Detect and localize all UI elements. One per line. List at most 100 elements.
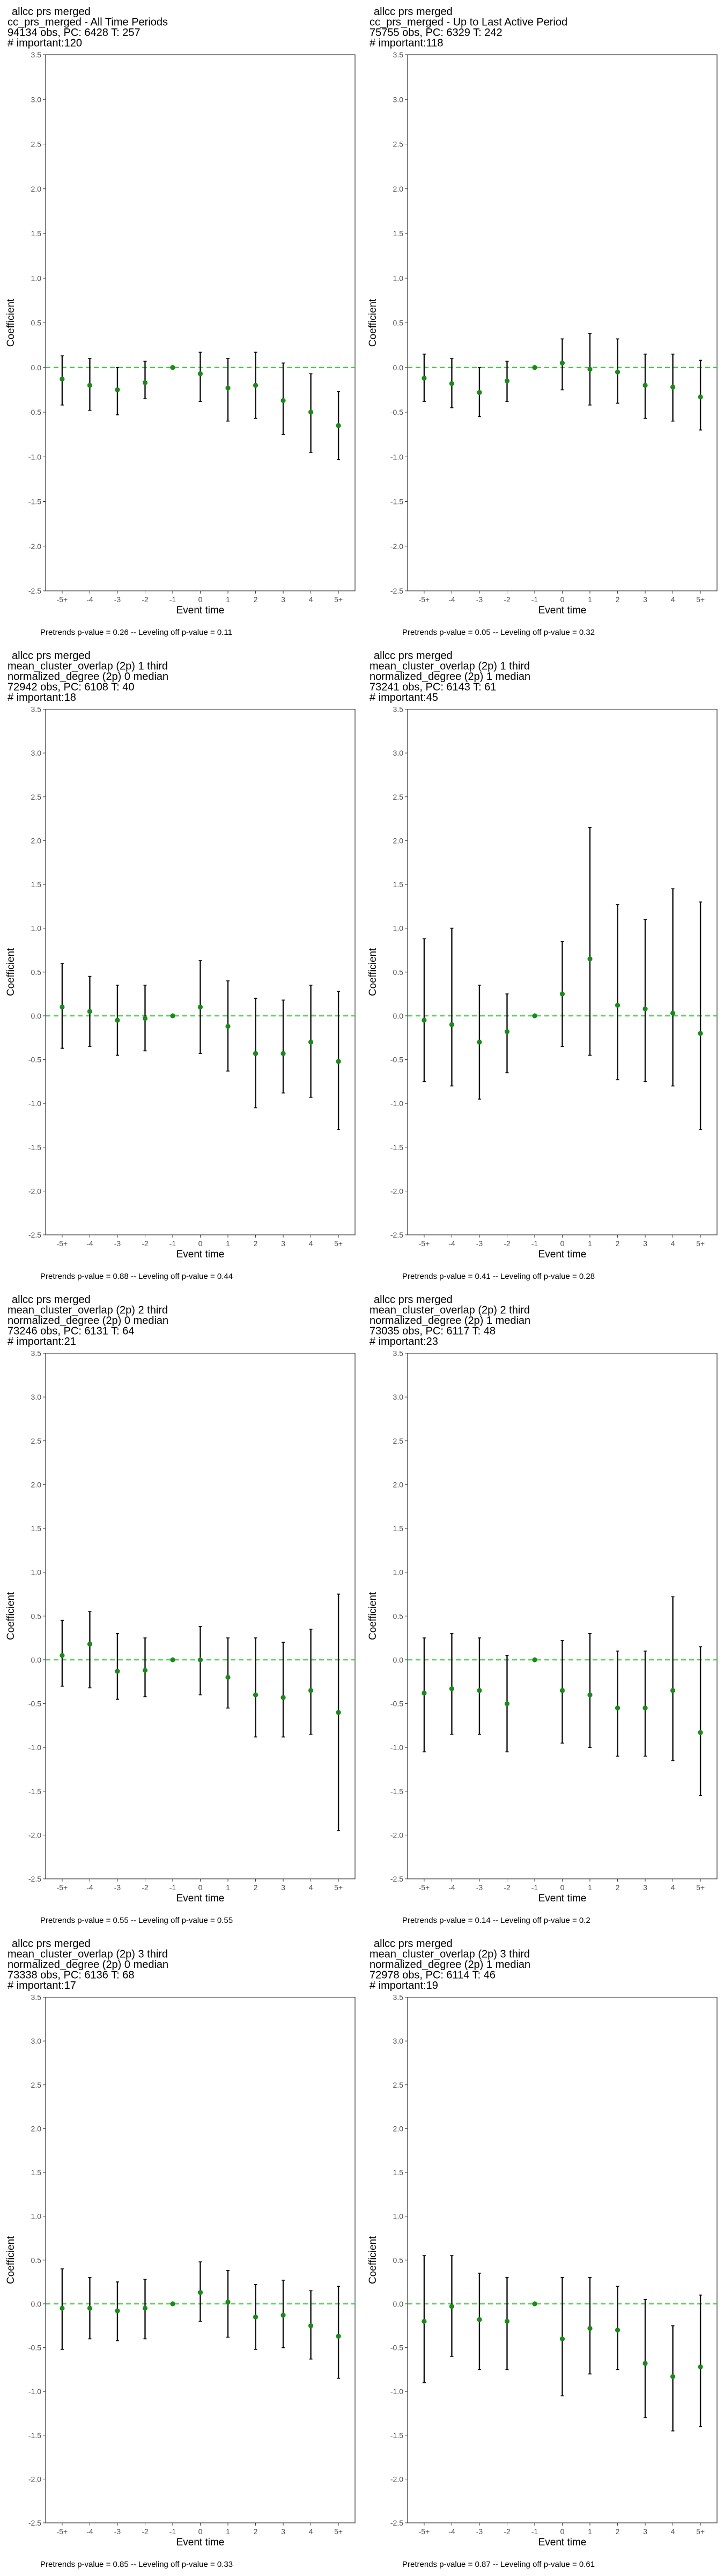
coefficient-point <box>615 369 620 375</box>
y-tick-label: -1.5 <box>390 1143 403 1152</box>
coefficient-point <box>87 1641 93 1647</box>
x-tick-label: -4 <box>86 1239 93 1248</box>
x-axis-label: Event time <box>538 2537 587 2548</box>
coefficient-point <box>698 1730 703 1735</box>
x-axis-label: Event time <box>176 1893 225 1904</box>
coefficient-point <box>422 2318 427 2324</box>
coefficient-point <box>60 2306 65 2311</box>
y-tick-label: 3.5 <box>393 1993 404 2002</box>
chart-title: allcc prs merged <box>374 650 453 662</box>
coefficient-point <box>504 378 510 384</box>
chart-footnote: Pretrends p-value = 0.87 -- Leveling off… <box>402 2560 595 2569</box>
y-axis-label: Coefficient <box>5 298 17 347</box>
y-tick-label: -2.5 <box>28 587 41 595</box>
y-tick-label: 3.5 <box>31 50 42 59</box>
chart-subtitle-line: # important:118 <box>370 38 444 49</box>
coefficient-point <box>336 1710 341 1715</box>
y-tick-label: -2.5 <box>28 2519 41 2527</box>
x-tick-label: -4 <box>448 1239 455 1248</box>
chart-subtitle-line: 73035 obs, PC: 6117 T: 48 <box>370 1326 496 1337</box>
coefficient-point <box>615 2328 620 2333</box>
x-tick-label: 1 <box>588 2527 592 2536</box>
y-tick-label: 1.5 <box>393 1524 404 1533</box>
chart-subtitle-line: mean_cluster_overlap (2p) 2 third <box>370 1305 530 1316</box>
chart-subtitle-line: mean_cluster_overlap (2p) 3 third <box>8 1949 168 1960</box>
coefficient-point <box>559 360 565 366</box>
x-tick-label: 4 <box>671 2527 675 2536</box>
coefficient-point <box>197 1657 203 1663</box>
y-tick-label: 3.5 <box>393 1349 404 1358</box>
y-tick-label: 3.5 <box>31 1993 42 2002</box>
y-tick-label: 0.0 <box>31 363 42 372</box>
y-tick-label: 2.5 <box>31 2081 42 2089</box>
y-axis-label: Coefficient <box>5 948 17 996</box>
x-axis-label: Event time <box>176 1249 225 1260</box>
x-tick-label: 4 <box>309 1883 313 1892</box>
chart-subtitle-line: # important:45 <box>370 692 438 704</box>
y-tick-label: -2.5 <box>390 587 403 595</box>
chart-subtitle-line: mean_cluster_overlap (2p) 2 third <box>8 1305 168 1316</box>
coefficient-point <box>142 1016 148 1021</box>
chart-title: allcc prs merged <box>374 1294 453 1306</box>
x-tick-label: -1 <box>531 1239 538 1248</box>
x-tick-label: -2 <box>142 1239 149 1248</box>
x-tick-label: -5+ <box>419 1883 430 1892</box>
y-tick-label: 0.5 <box>393 1612 404 1620</box>
coefficient-point <box>225 1674 231 1680</box>
y-tick-label: 1.0 <box>393 1568 404 1577</box>
y-tick-label: -2.0 <box>28 2475 41 2483</box>
y-axis-label: Coefficient <box>367 1592 379 1640</box>
y-axis-label: Coefficient <box>367 298 379 347</box>
coefficient-point <box>615 1706 620 1711</box>
y-tick-label: 3.0 <box>393 2037 404 2045</box>
x-tick-label: -1 <box>169 1883 176 1892</box>
x-tick-label: -4 <box>86 2527 93 2536</box>
x-tick-label: 0 <box>560 595 565 604</box>
x-tick-label: -4 <box>448 595 455 604</box>
y-tick-label: -1.0 <box>28 2387 41 2396</box>
coefficient-point <box>698 2364 703 2370</box>
x-tick-label: -2 <box>504 1883 511 1892</box>
chart-title: allcc prs merged <box>374 6 453 18</box>
y-tick-label: 0.5 <box>31 2256 42 2264</box>
y-tick-label: 0.5 <box>393 319 404 327</box>
coefficient-point <box>280 1695 286 1700</box>
coefficient-point <box>587 956 593 962</box>
chart-subtitle-line: 72978 obs, PC: 6114 T: 46 <box>370 1970 496 1981</box>
x-tick-label: 2 <box>254 2527 258 2536</box>
coefficient-point <box>504 2318 510 2324</box>
coefficient-point <box>422 1690 427 1696</box>
coefficient-point <box>642 2361 648 2366</box>
y-tick-label: 0.0 <box>393 363 404 372</box>
x-tick-label: 5+ <box>334 1239 343 1248</box>
coefficient-point <box>142 1667 148 1673</box>
coefficient-point <box>280 398 286 403</box>
chart-subtitle-line: 72942 obs, PC: 6108 T: 40 <box>8 682 134 693</box>
plot-panel <box>407 1352 718 1879</box>
x-tick-label: -2 <box>142 1883 149 1892</box>
x-tick-label: -4 <box>448 2527 455 2536</box>
coefficient-point <box>504 1701 510 1707</box>
y-tick-label: 3.0 <box>31 95 42 104</box>
y-tick-label: 0.0 <box>31 1012 42 1020</box>
y-tick-label: 0.5 <box>31 968 42 976</box>
y-tick-label: 2.0 <box>31 2124 42 2133</box>
y-tick-label: -2.5 <box>390 2519 403 2527</box>
coefficient-point <box>87 383 93 388</box>
chart-subtitle-line: # important:19 <box>370 1980 438 1992</box>
y-tick-label: 1.5 <box>31 1524 42 1533</box>
chart-title: allcc prs merged <box>374 1938 453 1950</box>
coefficient-point <box>504 1029 510 1034</box>
coefficient-point <box>477 390 482 395</box>
y-tick-label: 1.0 <box>393 274 404 282</box>
x-tick-label: 0 <box>560 1239 565 1248</box>
x-tick-label: 4 <box>309 1239 313 1248</box>
chart-subtitle-line: # important:23 <box>370 1336 438 1348</box>
y-tick-label: 0.0 <box>31 2300 42 2308</box>
x-tick-label: 0 <box>198 1239 203 1248</box>
chart-footnote: Pretrends p-value = 0.41 -- Leveling off… <box>402 1272 595 1281</box>
coefficient-point <box>170 365 175 370</box>
y-tick-label: -0.5 <box>390 1056 403 1064</box>
